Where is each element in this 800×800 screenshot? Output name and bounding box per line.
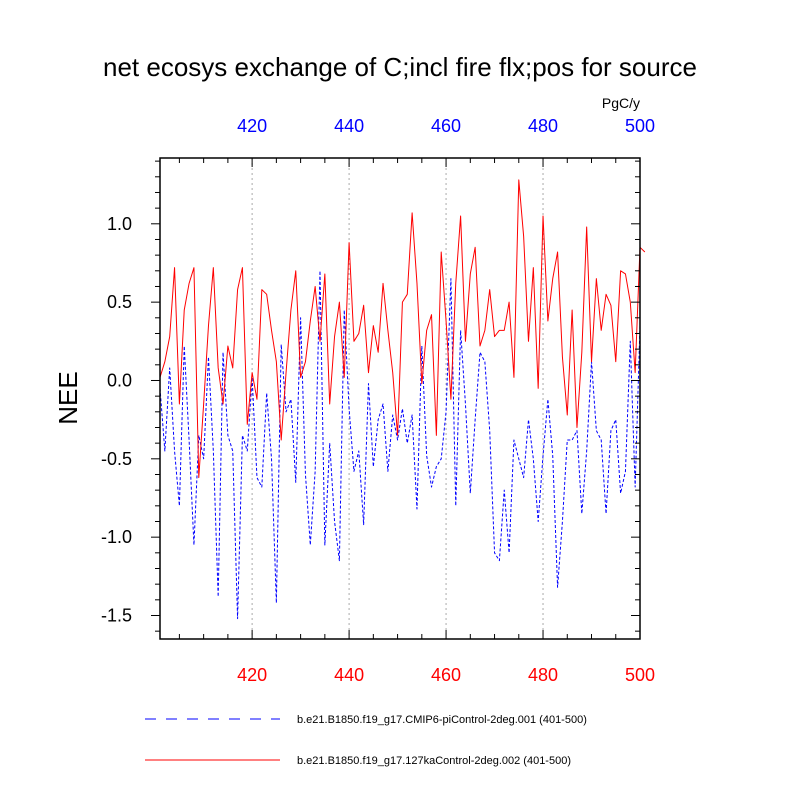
legend-label: b.e21.B1850.f19_g17.CMIP6-piControl-2deg… — [297, 714, 587, 726]
x-tick-label-top: 420 — [237, 116, 267, 136]
y-tick-label: 0.5 — [107, 292, 132, 312]
legend: b.e21.B1850.f19_g17.CMIP6-piControl-2deg… — [145, 714, 587, 767]
x-tick-label-top: 480 — [528, 116, 558, 136]
chart-title: net ecosys exchange of C;incl fire flx;p… — [103, 52, 697, 82]
legend-item-piControl: b.e21.B1850.f19_g17.CMIP6-piControl-2deg… — [145, 714, 587, 726]
x-tick-label-top: 460 — [431, 116, 461, 136]
y-axis-label: NEE — [53, 371, 83, 424]
y-tick-label: 1.0 — [107, 214, 132, 234]
x-tick-label-bottom: 500 — [625, 665, 655, 685]
series-layer — [159, 179, 646, 620]
x-tick-label-bottom: 480 — [528, 665, 558, 685]
series-line-piControl — [159, 270, 641, 620]
axes-layer: 420 440 460 480 500 420 440 460 480 500 1.0 0.5 0.0 -… — [101, 116, 655, 685]
y-tick-label: 0.0 — [107, 370, 132, 390]
grid-lines — [251, 158, 544, 639]
x-tick-label-bottom: 420 — [237, 665, 267, 685]
y-tick-label: -1.0 — [101, 527, 132, 547]
legend-label: b.e21.B1850.f19_g17.127kaControl-2deg.00… — [297, 755, 571, 767]
x-tick-label-top: 500 — [625, 116, 655, 136]
x-tick-label-bottom: 460 — [431, 665, 461, 685]
plot-frame — [159, 157, 641, 640]
x-tick-label-top: 440 — [334, 116, 364, 136]
x-tick-label-bottom: 440 — [334, 665, 364, 685]
legend-item-127kaControl: b.e21.B1850.f19_g17.127kaControl-2deg.00… — [145, 755, 571, 767]
y-tick-label: -1.5 — [101, 605, 132, 625]
y-tick-label: -0.5 — [101, 449, 132, 469]
units-label: PgC/y — [602, 95, 640, 111]
series-line-127kaControl — [159, 179, 646, 479]
